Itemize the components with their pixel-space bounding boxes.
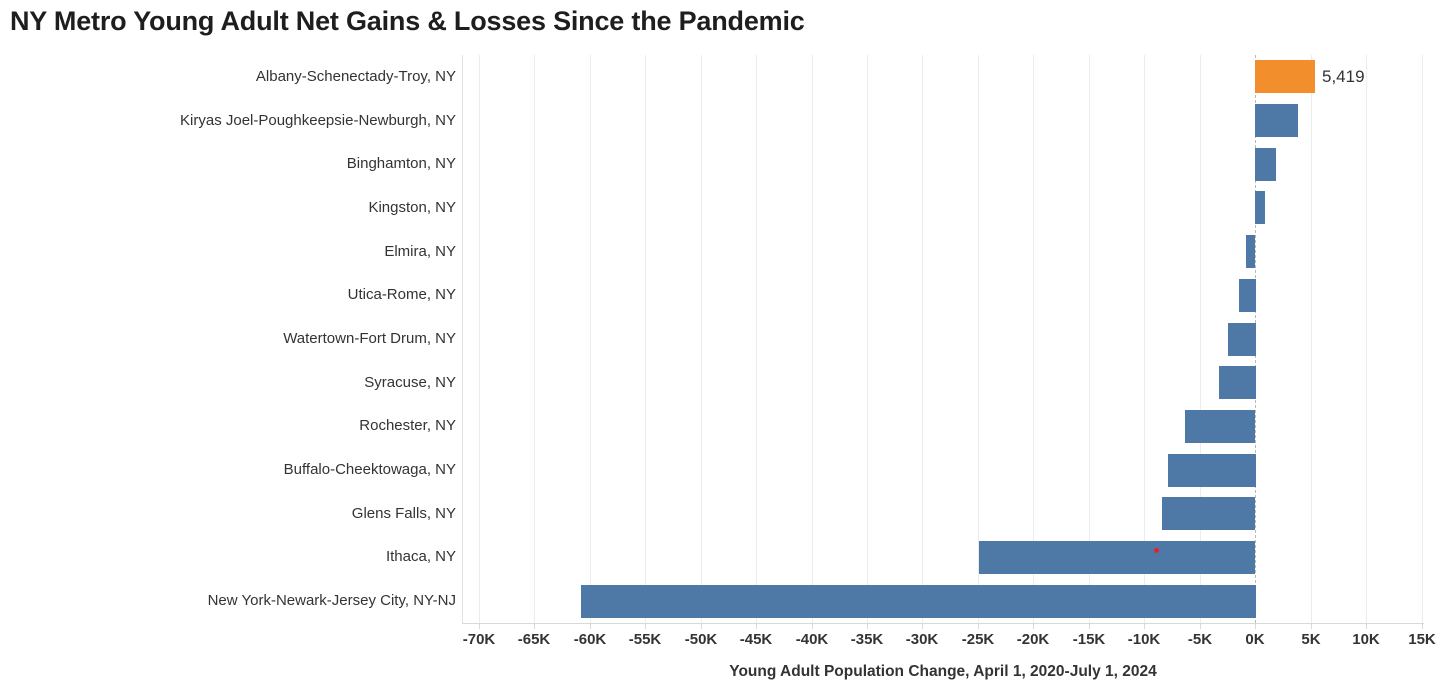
- category-label: Glens Falls, NY: [351, 505, 456, 522]
- gridline: [756, 55, 757, 623]
- bar[interactable]: [979, 541, 1255, 574]
- x-tick-label: -10K: [1127, 631, 1161, 648]
- bar[interactable]: [1255, 148, 1276, 181]
- gridline: [1366, 55, 1367, 623]
- annotation-dot: [1154, 548, 1159, 553]
- x-tick-label: -70K: [462, 631, 496, 648]
- category-label: Buffalo-Cheektowaga, NY: [283, 461, 456, 478]
- x-tick-label: -55K: [628, 631, 662, 648]
- plot-area: [462, 55, 1424, 623]
- x-tick-mark: [1255, 624, 1256, 629]
- category-label: Albany-Schenectady-Troy, NY: [255, 68, 456, 85]
- x-tick-mark: [922, 624, 923, 629]
- x-tick-mark: [1366, 624, 1367, 629]
- category-label: Kingston, NY: [368, 199, 456, 216]
- gridline: [978, 55, 979, 623]
- x-tick-mark: [590, 624, 591, 629]
- x-tick-mark: [534, 624, 535, 629]
- x-tick-mark: [867, 624, 868, 629]
- x-tick-mark: [1200, 624, 1201, 629]
- x-tick-mark: [1033, 624, 1034, 629]
- x-tick-mark: [1311, 624, 1312, 629]
- x-tick-label: -50K: [684, 631, 718, 648]
- category-label: New York-Newark-Jersey City, NY-NJ: [207, 592, 456, 609]
- gridline: [1089, 55, 1090, 623]
- gridline: [1422, 55, 1423, 623]
- x-tick-mark: [1144, 624, 1145, 629]
- gridline: [645, 55, 646, 623]
- bar[interactable]: [1255, 60, 1315, 93]
- category-label: Rochester, NY: [359, 417, 456, 434]
- x-tick-mark: [756, 624, 757, 629]
- category-label: Kiryas Joel-Poughkeepsie-Newburgh, NY: [180, 112, 456, 129]
- gridline: [867, 55, 868, 623]
- bar[interactable]: [1162, 497, 1255, 530]
- x-tick-label: -65K: [517, 631, 551, 648]
- bar[interactable]: [1228, 323, 1256, 356]
- x-tick-mark: [701, 624, 702, 629]
- x-axis-line: [462, 623, 1424, 624]
- x-tick-label: -25K: [961, 631, 995, 648]
- x-tick-label: -5K: [1187, 631, 1213, 648]
- x-tick-label: 0K: [1245, 631, 1265, 648]
- gridline: [479, 55, 480, 623]
- gridline: [922, 55, 923, 623]
- x-tick-mark: [645, 624, 646, 629]
- x-tick-label: -45K: [739, 631, 773, 648]
- x-tick-label: -40K: [795, 631, 829, 648]
- x-tick-label: -60K: [573, 631, 607, 648]
- gridline: [590, 55, 591, 623]
- x-tick-label: -30K: [905, 631, 939, 648]
- gridline: [1311, 55, 1312, 623]
- category-label: Watertown-Fort Drum, NY: [283, 330, 456, 347]
- x-axis-title: Young Adult Population Change, April 1, …: [729, 663, 1157, 680]
- gridline: [812, 55, 813, 623]
- x-tick-label: 5K: [1301, 631, 1321, 648]
- bar[interactable]: [1255, 191, 1265, 224]
- x-tick-label: -20K: [1016, 631, 1050, 648]
- gridline: [1200, 55, 1201, 623]
- category-label: Elmira, NY: [384, 243, 456, 260]
- bar[interactable]: [1239, 279, 1256, 312]
- x-tick-label: 15K: [1408, 631, 1436, 648]
- x-tick-label: -35K: [850, 631, 884, 648]
- gridline: [701, 55, 702, 623]
- x-tick-mark: [1422, 624, 1423, 629]
- x-tick-mark: [812, 624, 813, 629]
- category-label: Syracuse, NY: [364, 374, 456, 391]
- bar[interactable]: [1219, 366, 1256, 399]
- x-tick-mark: [978, 624, 979, 629]
- x-tick-mark: [1089, 624, 1090, 629]
- x-tick-label: -15K: [1072, 631, 1106, 648]
- category-label: Ithaca, NY: [385, 548, 456, 565]
- category-label: Utica-Rome, NY: [347, 286, 456, 303]
- gridline: [1033, 55, 1034, 623]
- x-tick-label: 10K: [1352, 631, 1380, 648]
- bar[interactable]: [1168, 454, 1256, 487]
- category-label: Binghamton, NY: [346, 155, 456, 172]
- bar[interactable]: [1255, 104, 1298, 137]
- bar[interactable]: [581, 585, 1256, 618]
- chart-title: NY Metro Young Adult Net Gains & Losses …: [10, 6, 805, 36]
- plot-left-border: [462, 55, 463, 623]
- x-tick-mark: [479, 624, 480, 629]
- gridline: [534, 55, 535, 623]
- gridline: [1144, 55, 1145, 623]
- bar-label: 5,419: [1322, 67, 1365, 86]
- bar[interactable]: [1246, 235, 1255, 268]
- bar[interactable]: [1185, 410, 1255, 443]
